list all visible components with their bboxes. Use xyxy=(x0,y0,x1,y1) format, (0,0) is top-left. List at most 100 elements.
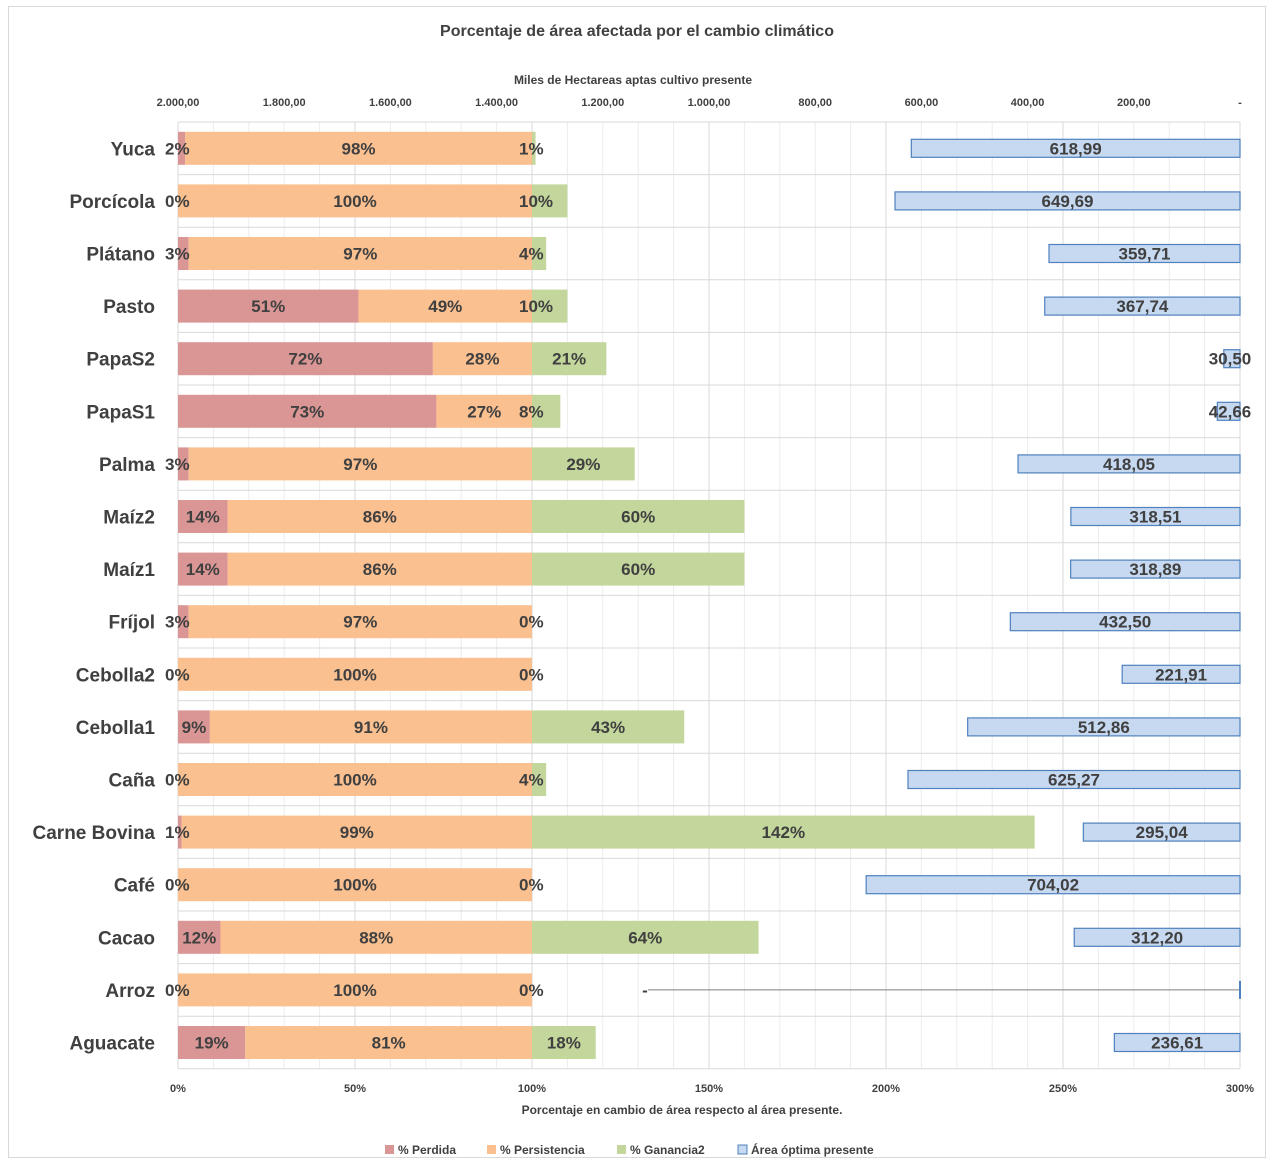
persistencia-bar xyxy=(245,1026,532,1059)
perdida-bar xyxy=(178,394,437,428)
perdida-bar xyxy=(178,815,182,849)
perdida-label: 51% xyxy=(251,297,285,316)
perdida-bar xyxy=(178,500,228,533)
persistencia-label: 88% xyxy=(359,928,393,947)
bars: 2% 98% 1% 618,99 0% 100% 10% 649,69 3% 97% 4% 359,7… xyxy=(165,131,1251,1059)
top-tick-label: - xyxy=(1238,97,1242,109)
area-bar xyxy=(1070,506,1241,527)
area-bar xyxy=(865,875,1241,895)
persistencia-bar xyxy=(178,868,532,902)
persistencia-label: 98% xyxy=(342,139,376,158)
perdida-label: 0% xyxy=(165,192,190,211)
ganancia-label: 21% xyxy=(552,350,586,369)
perdida-bar xyxy=(178,289,359,323)
gridlines xyxy=(177,121,1241,1070)
area-bar xyxy=(1121,664,1241,684)
perdida-bar xyxy=(178,552,228,586)
perdida-label: 0% xyxy=(165,981,190,1000)
ganancia-bar xyxy=(532,710,685,744)
persistencia-label: 97% xyxy=(343,455,377,474)
top-tick-label: 1.200,00 xyxy=(581,97,624,109)
ganancia-bar xyxy=(532,552,745,586)
top-tick-label: 2.000,00 xyxy=(157,97,200,109)
persistencia-label: 100% xyxy=(333,192,376,211)
bottom-tick-label: 100% xyxy=(518,1083,546,1095)
ganancia-bar xyxy=(532,342,607,376)
ganancia-bar xyxy=(532,500,745,533)
area-label: 221,91 xyxy=(1155,665,1207,684)
persistencia-label: 97% xyxy=(343,245,377,264)
top-tick-label: 1.600,00 xyxy=(369,97,412,109)
persistencia-bar xyxy=(432,342,532,376)
perdida-bar xyxy=(178,237,189,270)
persistencia-label: 91% xyxy=(354,718,388,737)
top-tick-label: 1.000,00 xyxy=(688,97,731,109)
area-label: 704,02 xyxy=(1027,876,1079,895)
ganancia-bar xyxy=(532,1026,596,1059)
perdida-label: 3% xyxy=(165,455,190,474)
category-label: Café xyxy=(114,876,155,897)
bottom-tick-label: 0% xyxy=(170,1083,186,1095)
area-bar xyxy=(1082,822,1241,842)
perdida-bar xyxy=(178,342,433,376)
perdida-label: 0% xyxy=(165,876,190,895)
bottom-axis-label: Porcentaje en cambio de área respecto al… xyxy=(522,1103,843,1117)
perdida-label: 0% xyxy=(165,665,190,684)
ganancia-label: 8% xyxy=(519,402,544,421)
category-label: Caña xyxy=(109,771,156,792)
category-label: Cacao xyxy=(98,928,155,949)
category-label: Carne Bovina xyxy=(33,823,156,844)
category-label: PapaS1 xyxy=(86,402,155,423)
top-tick-label: 1.400,00 xyxy=(475,97,518,109)
legend-label: % Persistencia xyxy=(500,1143,585,1157)
ganancia-label: 4% xyxy=(519,245,544,264)
ganancia-label: 0% xyxy=(519,981,544,1000)
area-label: - xyxy=(642,981,648,1000)
bottom-axis-ticks: 0% 50% 100% 150% 200% 250% 300% xyxy=(170,1083,1254,1095)
persistencia-bar xyxy=(188,237,532,270)
ganancia-label: 1% xyxy=(519,139,544,158)
area-label: 312,20 xyxy=(1131,928,1183,947)
area-label: 359,71 xyxy=(1118,245,1170,264)
area-label: 625,27 xyxy=(1048,771,1100,790)
area-label: 418,05 xyxy=(1103,455,1155,474)
area-label: 432,50 xyxy=(1099,613,1151,632)
ganancia-label: 0% xyxy=(519,613,544,632)
persistencia-bar xyxy=(220,920,533,954)
bottom-tick-label: 200% xyxy=(872,1083,900,1095)
ganancia-label: 43% xyxy=(591,718,625,737)
persistencia-bar xyxy=(181,815,533,849)
category-label: Cebolla1 xyxy=(76,718,156,739)
persistencia-label: 81% xyxy=(372,1034,406,1053)
ganancia-label: 0% xyxy=(519,876,544,895)
ganancia-label: 60% xyxy=(621,508,655,527)
persistencia-label: 100% xyxy=(333,876,376,895)
persistencia-label: 100% xyxy=(333,665,376,684)
persistencia-bar xyxy=(188,605,532,639)
area-label: 618,99 xyxy=(1050,139,1102,158)
perdida-label: 14% xyxy=(186,508,220,527)
ganancia-bar xyxy=(532,394,561,428)
persistencia-label: 86% xyxy=(363,508,397,527)
area-label: 318,89 xyxy=(1129,560,1181,579)
category-label: Pasto xyxy=(103,297,155,318)
legend-label: % Perdida xyxy=(398,1143,456,1157)
category-label: Fríjol xyxy=(109,613,155,634)
area-bar xyxy=(1017,454,1241,474)
area-bar xyxy=(1073,927,1241,947)
legend-swatch xyxy=(487,1145,496,1154)
area-bar xyxy=(1223,349,1241,369)
category-label: Porcícola xyxy=(69,192,155,213)
perdida-label: 3% xyxy=(165,613,190,632)
top-axis-ticks: 2.000,00 1.800,00 1.600,00 1.400,00 1.200,00… xyxy=(157,97,1243,109)
area-bar xyxy=(894,191,1241,211)
category-label: Maíz2 xyxy=(103,508,155,529)
persistencia-bar xyxy=(358,289,532,323)
ganancia-label: 0% xyxy=(519,665,544,684)
persistencia-bar xyxy=(209,710,533,744)
ganancia-label: 4% xyxy=(519,771,544,790)
perdida-label: 73% xyxy=(290,402,324,421)
perdida-label: 1% xyxy=(165,823,190,842)
perdida-label: 14% xyxy=(186,560,220,579)
